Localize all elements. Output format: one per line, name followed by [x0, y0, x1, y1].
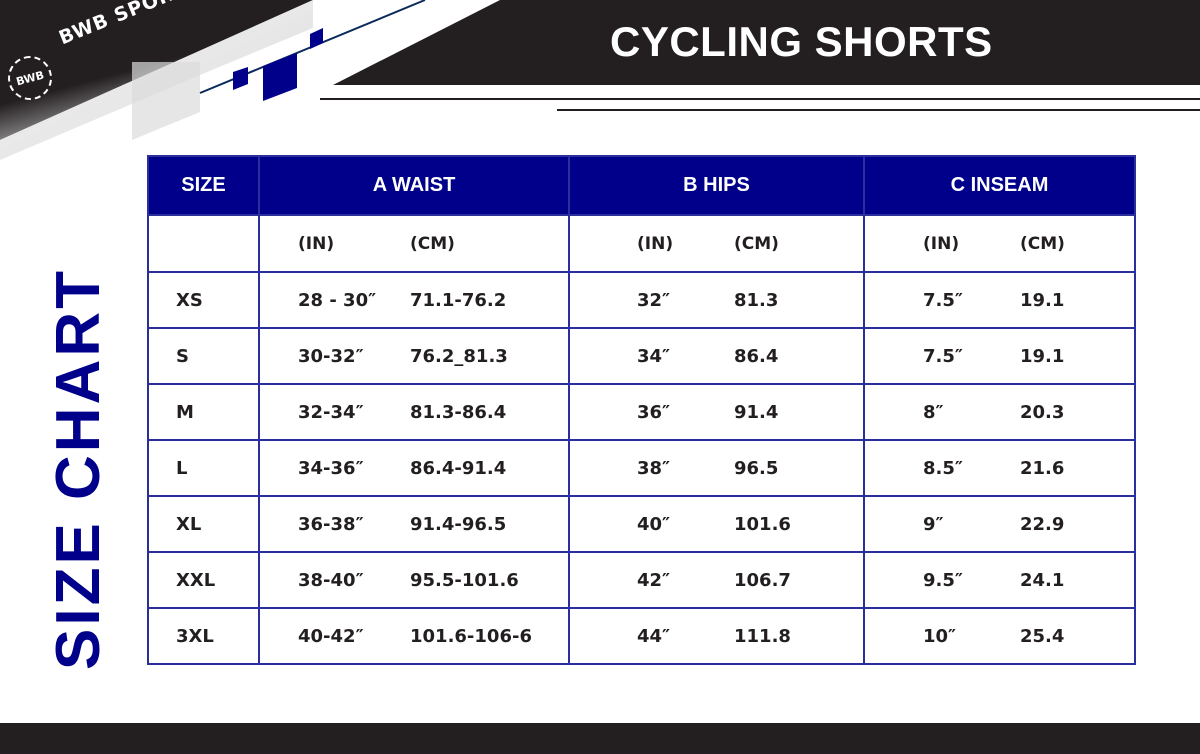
inseam-in: 9.5″ — [923, 569, 963, 591]
size-label: L — [147, 439, 260, 497]
hips-cell: 34″ 86.4 — [568, 327, 865, 385]
unit-in: (IN) — [637, 233, 674, 254]
waist-cell: 28 - 30″ 71.1-76.2 — [258, 271, 570, 329]
size-label: XS — [147, 271, 260, 329]
waist-in: 28 - 30″ — [298, 289, 377, 311]
waist-cm: 86.4-91.4 — [410, 457, 507, 479]
page-title: CYCLING SHORTS — [610, 18, 993, 65]
hips-in: 38″ — [637, 457, 671, 479]
inseam-in: 9″ — [923, 513, 944, 535]
header-hips: B HIPS — [568, 155, 865, 216]
inseam-cell: 9″ 22.9 — [863, 495, 1136, 553]
size-label: XL — [147, 495, 260, 553]
inseam-in: 10″ — [923, 625, 957, 647]
table-row: L 34-36″ 86.4-91.4 38″ 96.5 8.5″ 21.6 — [147, 439, 1136, 497]
hips-cell: 32″ 81.3 — [568, 271, 865, 329]
inseam-cm: 25.4 — [1020, 625, 1065, 647]
header-size: SIZE — [147, 155, 260, 216]
waist-in: 36-38″ — [298, 513, 364, 535]
waist-in: 30-32″ — [298, 345, 364, 367]
hips-in: 36″ — [637, 401, 671, 423]
hips-in: 44″ — [637, 625, 671, 647]
waist-in: 32-34″ — [298, 401, 364, 423]
inseam-cm: 24.1 — [1020, 569, 1065, 591]
hips-cm: 81.3 — [734, 289, 779, 311]
hips-in: 32″ — [637, 289, 671, 311]
inseam-cm: 21.6 — [1020, 457, 1065, 479]
table-row: M 32-34″ 81.3-86.4 36″ 91.4 8″ 20.3 — [147, 383, 1136, 441]
waist-cm: 76.2_81.3 — [410, 345, 508, 367]
waist-in: 38-40″ — [298, 569, 364, 591]
size-table: SIZE A WAIST B HIPS C INSEAM (IN) (CM) (I… — [147, 155, 1136, 665]
hips-in: 40″ — [637, 513, 671, 535]
inseam-in: 8.5″ — [923, 457, 963, 479]
waist-cell: 36-38″ 91.4-96.5 — [258, 495, 570, 553]
inseam-cell: 8″ 20.3 — [863, 383, 1136, 441]
waist-cm: 95.5-101.6 — [410, 569, 519, 591]
unit-cm: (CM) — [734, 233, 779, 254]
table-row: 3XL 40-42″ 101.6-106-6 44″ 111.8 10″ 25.4 — [147, 607, 1136, 665]
table-row: XXL 38-40″ 95.5-101.6 42″ 106.7 9.5″ 24.1 — [147, 551, 1136, 609]
unit-hips: (IN) (CM) — [568, 214, 865, 273]
unit-in: (IN) — [923, 233, 960, 254]
waist-cell: 30-32″ 76.2_81.3 — [258, 327, 570, 385]
unit-waist: (IN) (CM) — [258, 214, 570, 273]
inseam-cell: 8.5″ 21.6 — [863, 439, 1136, 497]
inseam-in: 8″ — [923, 401, 944, 423]
hips-cell: 42″ 106.7 — [568, 551, 865, 609]
hips-in: 42″ — [637, 569, 671, 591]
hips-cell: 38″ 96.5 — [568, 439, 865, 497]
unit-cm: (CM) — [410, 233, 455, 254]
inseam-cm: 20.3 — [1020, 401, 1065, 423]
hips-cm: 96.5 — [734, 457, 779, 479]
waist-cm: 91.4-96.5 — [410, 513, 507, 535]
hips-in: 34″ — [637, 345, 671, 367]
hips-cell: 40″ 101.6 — [568, 495, 865, 553]
inseam-cell: 7.5″ 19.1 — [863, 271, 1136, 329]
header-banner — [0, 0, 1200, 160]
inseam-cell: 9.5″ 24.1 — [863, 551, 1136, 609]
footer-bar — [0, 723, 1200, 754]
waist-cm: 71.1-76.2 — [410, 289, 507, 311]
waist-cell: 38-40″ 95.5-101.6 — [258, 551, 570, 609]
table-row: S 30-32″ 76.2_81.3 34″ 86.4 7.5″ 19.1 — [147, 327, 1136, 385]
size-label: 3XL — [147, 607, 260, 665]
table-header-row: SIZE A WAIST B HIPS C INSEAM — [147, 155, 1136, 216]
waist-cell: 34-36″ 86.4-91.4 — [258, 439, 570, 497]
size-label: S — [147, 327, 260, 385]
table-row: XL 36-38″ 91.4-96.5 40″ 101.6 9″ 22.9 — [147, 495, 1136, 553]
hips-cm: 86.4 — [734, 345, 779, 367]
hips-cm: 91.4 — [734, 401, 779, 423]
waist-cell: 32-34″ 81.3-86.4 — [258, 383, 570, 441]
waist-in: 34-36″ — [298, 457, 364, 479]
header-waist: A WAIST — [258, 155, 570, 216]
unit-row: (IN) (CM) (IN) (CM) (IN) (CM) — [147, 214, 1136, 273]
waist-cell: 40-42″ 101.6-106-6 — [258, 607, 570, 665]
hips-cm: 101.6 — [734, 513, 791, 535]
unit-in: (IN) — [298, 233, 335, 254]
header-inseam: C INSEAM — [863, 155, 1136, 216]
side-title: SIZE CHART — [44, 268, 113, 670]
hips-cm: 106.7 — [734, 569, 791, 591]
hips-cell: 44″ 111.8 — [568, 607, 865, 665]
unit-inseam: (IN) (CM) — [863, 214, 1136, 273]
inseam-cm: 19.1 — [1020, 289, 1065, 311]
unit-size-empty — [147, 214, 260, 273]
hips-cell: 36″ 91.4 — [568, 383, 865, 441]
waist-cm: 101.6-106-6 — [410, 625, 532, 647]
waist-in: 40-42″ — [298, 625, 364, 647]
table-row: XS 28 - 30″ 71.1-76.2 32″ 81.3 7.5″ 19.1 — [147, 271, 1136, 329]
inseam-cell: 10″ 25.4 — [863, 607, 1136, 665]
size-label: XXL — [147, 551, 260, 609]
inseam-cm: 19.1 — [1020, 345, 1065, 367]
waist-cm: 81.3-86.4 — [410, 401, 507, 423]
inseam-in: 7.5″ — [923, 345, 963, 367]
inseam-in: 7.5″ — [923, 289, 963, 311]
hips-cm: 111.8 — [734, 625, 791, 647]
inseam-cm: 22.9 — [1020, 513, 1065, 535]
unit-cm: (CM) — [1020, 233, 1065, 254]
inseam-cell: 7.5″ 19.1 — [863, 327, 1136, 385]
size-label: M — [147, 383, 260, 441]
